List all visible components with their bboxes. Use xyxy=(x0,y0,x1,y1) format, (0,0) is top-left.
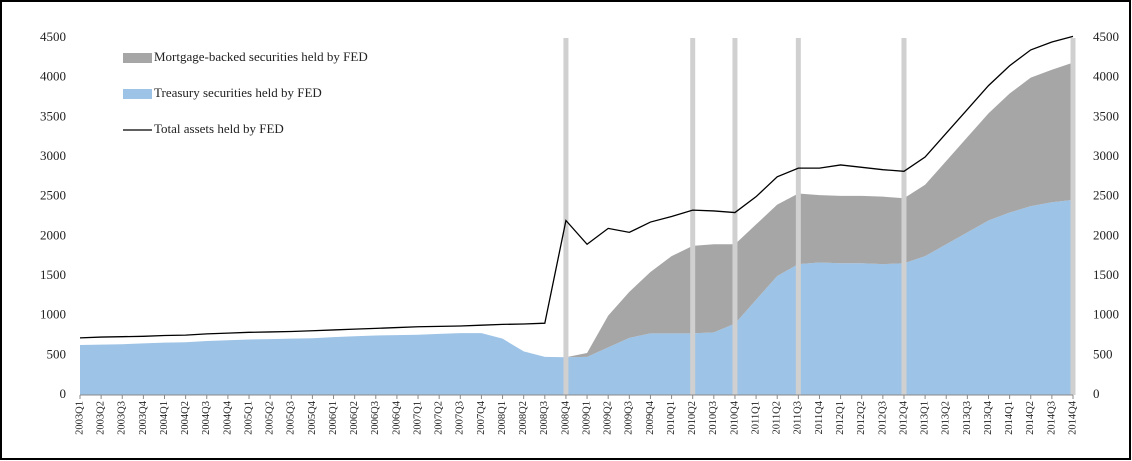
x-tick-label: 2010Q3 xyxy=(708,401,719,435)
x-tick-label: 2007Q4 xyxy=(476,400,487,435)
x-tick-label: 2004Q4 xyxy=(222,400,233,435)
y-tick-label: 0 xyxy=(60,386,67,401)
x-tick-label: 2011Q4 xyxy=(814,400,825,434)
x-tick-label: 2004Q3 xyxy=(201,401,212,435)
x-tick-label: 2012Q4 xyxy=(898,400,909,435)
x-tick-label: 2007Q1 xyxy=(412,401,423,435)
x-tick-label: 2012Q2 xyxy=(856,401,867,435)
x-tick-label: 2005Q2 xyxy=(265,401,276,435)
legend-swatch xyxy=(123,89,152,99)
x-tick-label: 2007Q3 xyxy=(455,401,466,435)
x-tick-label: 2003Q3 xyxy=(117,401,128,435)
x-tick-label: 2013Q1 xyxy=(920,401,931,435)
x-tick-label: 2008Q4 xyxy=(560,400,571,435)
x-tick-label: 2005Q3 xyxy=(286,401,297,435)
x-tick-label: 2014Q4 xyxy=(1067,400,1078,435)
x-tick-label: 2006Q1 xyxy=(328,401,339,435)
y-tick-label: 3500 xyxy=(40,108,66,123)
area xyxy=(80,199,1073,395)
legend-label: Mortgage-backed securities held by FED xyxy=(154,49,368,64)
y2-tick-label: 2000 xyxy=(1093,227,1119,242)
x-tick-label: 2013Q2 xyxy=(941,401,952,435)
y-tick-label: 2000 xyxy=(40,227,66,242)
x-tick-label: 2007Q2 xyxy=(434,401,445,435)
x-tick-label: 2006Q2 xyxy=(349,401,360,435)
x-tick-label: 2011Q1 xyxy=(750,401,761,434)
y2-tick-label: 1500 xyxy=(1093,267,1119,282)
y-tick-label: 4500 xyxy=(40,29,66,44)
line xyxy=(79,35,1074,339)
y2-tick-label: 0 xyxy=(1093,386,1100,401)
y-tick-label: 2500 xyxy=(40,188,66,203)
x-tick-label: 2014Q3 xyxy=(1046,401,1057,435)
x-tick-label: 2003Q2 xyxy=(96,401,107,435)
y2-tick-label: 3000 xyxy=(1093,148,1119,163)
x-tick-label: 2009Q2 xyxy=(603,401,614,435)
x-tick-label: 2005Q1 xyxy=(243,401,254,435)
x-tick-label: 2010Q1 xyxy=(666,401,677,435)
y2-tick-label: 4500 xyxy=(1093,29,1119,44)
y2-tick-label: 2500 xyxy=(1093,188,1119,203)
y2-tick-label: 500 xyxy=(1093,346,1113,361)
x-tick-label: 2006Q4 xyxy=(391,400,402,435)
x-tick-label: 2011Q2 xyxy=(772,401,783,434)
area xyxy=(80,62,1073,358)
x-tick-label: 2004Q1 xyxy=(159,401,170,435)
x-tick-label: 2009Q1 xyxy=(581,401,592,435)
x-tick-label: 2006Q3 xyxy=(370,401,381,435)
x-tick-label: 2012Q1 xyxy=(835,401,846,435)
x-tick-label: 2003Q4 xyxy=(138,400,149,435)
x-tick-label: 2005Q4 xyxy=(307,400,318,435)
x-tick-label: 2011Q3 xyxy=(793,401,804,434)
legend-label: Treasury securities held by FED xyxy=(154,85,322,100)
x-tick-label: 2008Q1 xyxy=(497,401,508,435)
x-tick-label: 2009Q4 xyxy=(645,400,656,435)
x-tick-label: 2013Q3 xyxy=(962,401,973,435)
y2-tick-label: 3500 xyxy=(1093,108,1119,123)
x-tick-label: 2008Q3 xyxy=(539,401,550,435)
y-tick-label: 4000 xyxy=(40,69,66,84)
y2-tick-label: 4000 xyxy=(1093,69,1119,84)
x-tick-label: 2012Q3 xyxy=(877,401,888,435)
y-tick-label: 1000 xyxy=(40,307,66,322)
x-tick-label: 2010Q4 xyxy=(729,400,740,435)
x-tick-label: 2003Q1 xyxy=(74,401,85,435)
x-tick-label: 2014Q2 xyxy=(1025,401,1036,435)
x-tick-label: 2009Q3 xyxy=(624,401,635,435)
x-tick-label: 2008Q2 xyxy=(518,401,529,435)
x-tick-label: 2010Q2 xyxy=(687,401,698,435)
y-tick-label: 3000 xyxy=(40,148,66,163)
legend-swatch xyxy=(123,53,152,63)
x-tick-label: 2013Q4 xyxy=(983,400,994,435)
y-tick-label: 500 xyxy=(47,346,67,361)
x-tick-label: 2004Q2 xyxy=(180,401,191,435)
y-tick-label: 1500 xyxy=(40,267,66,282)
legend-label: Total assets held by FED xyxy=(154,121,284,136)
x-tick-label: 2014Q1 xyxy=(1004,401,1015,435)
y2-tick-label: 1000 xyxy=(1093,307,1119,322)
